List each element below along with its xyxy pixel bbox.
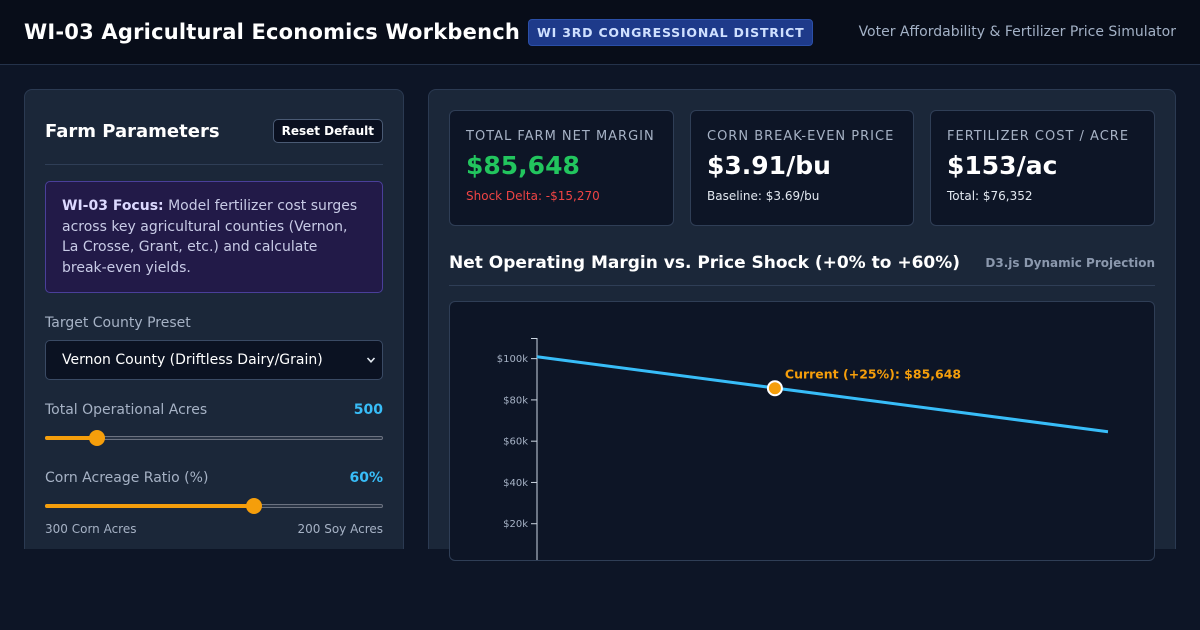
corn-acres: 300 Corn Acres [45,522,137,536]
margin-chart-svg: $20k $40k $60k $80k $100k Current (+25%): $85… [497,338,1109,560]
focus-text: Model fertilizer cost surges across key … [62,198,358,276]
kpi-fertilizer-cost: FERTILIZER COST / ACRE $153/ac Total: $7… [930,110,1155,226]
kpi-sub: Total: $76,352 [947,189,1033,203]
focus-lead: WI-03 Focus: [62,198,164,214]
kpi-sub: Baseline: $3.69/bu [707,189,820,203]
acre-split: 300 Corn Acres 200 Soy Acres [45,522,383,536]
chevron-down-icon [366,357,376,363]
kpi-label: TOTAL FARM NET MARGIN [466,129,655,144]
app-header: WI-03 Agricultural Economics Workbench W… [0,0,1200,65]
panel-header: Farm Parameters Reset Default [45,109,383,165]
corn-ratio-slider[interactable] [45,496,383,516]
panel-title: Farm Parameters [45,120,220,142]
y-tick-label: $80k [503,395,528,406]
corn-ratio-value: 60% [349,470,383,486]
county-preset-select[interactable]: Vernon County (Driftless Dairy/Grain) [45,340,383,380]
slider-thumb[interactable] [245,498,262,514]
chart-tag: D3.js Dynamic Projection [985,255,1155,270]
margin-series-line [536,355,1109,434]
kpi-value: $85,648 [466,151,580,180]
acres-slider[interactable] [45,428,383,448]
district-badge: WI 3RD CONGRESSIONAL DISTRICT [528,18,814,46]
kpi-label: FERTILIZER COST / ACRE [947,129,1130,144]
focus-callout: WI-03 Focus: Model fertilizer cost surge… [45,181,383,293]
app-title: WI-03 Agricultural Economics Workbench [24,20,521,44]
chart-header: Net Operating Margin vs. Price Shock (+0… [449,250,1155,286]
kpi-value: $153/ac [947,151,1058,180]
county-preset-value: Vernon County (Driftless Dairy/Grain) [62,352,323,368]
kpi-sub: Shock Delta: -$15,270 [466,189,600,203]
kpi-break-even: CORN BREAK-EVEN PRICE $3.91/bu Baseline:… [690,110,914,226]
kpi-label: CORN BREAK-EVEN PRICE [707,129,895,144]
reset-default-button[interactable]: Reset Default [272,119,383,143]
y-tick-label: $20k [503,519,528,530]
slider-thumb[interactable] [89,430,106,446]
corn-ratio-label: Corn Acreage Ratio (%) [45,470,209,486]
kpi-net-margin: TOTAL FARM NET MARGIN $85,648 Shock Delt… [449,110,674,226]
results-panel: TOTAL FARM NET MARGIN $85,648 Shock Delt… [428,89,1176,561]
margin-chart: $20k $40k $60k $80k $100k Current (+25%): $85… [449,301,1155,561]
acres-value: 500 [353,402,383,418]
chart-title: Net Operating Margin vs. Price Shock (+0… [449,252,961,273]
y-tick-label: $60k [503,437,528,448]
current-point-label: Current (+25%): $85,648 [785,366,961,381]
app-subtitle: Voter Affordability & Fertilizer Price S… [858,24,1176,40]
acres-row: Total Operational Acres 500 [45,402,383,418]
farm-parameters-panel: Farm Parameters Reset Default WI-03 Focu… [24,89,404,549]
slider-fill [45,504,254,508]
slider-fill [45,436,98,440]
kpi-value: $3.91/bu [707,151,831,180]
current-point [766,380,783,397]
soy-acres: 200 Soy Acres [297,522,384,536]
y-tick-label: $40k [503,478,528,489]
corn-ratio-row: Corn Acreage Ratio (%) 60% [45,470,383,486]
preset-label: Target County Preset [45,315,191,331]
acres-label: Total Operational Acres [45,402,208,418]
y-tick-label: $100k [497,354,528,365]
